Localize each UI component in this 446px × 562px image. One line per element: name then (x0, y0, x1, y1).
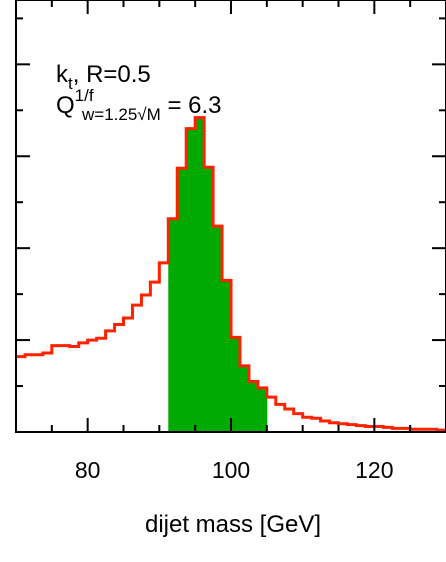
highlight-bar (239, 365, 250, 432)
highlight-bar (231, 337, 241, 432)
x-axis-label: dijet mass [GeV] (145, 511, 321, 538)
annotation-value: = 6.3 (161, 92, 222, 119)
annotation-q: Q (56, 92, 75, 119)
highlight-bar (204, 167, 214, 433)
axis-ticks (16, 0, 446, 432)
highlight-bar (195, 117, 205, 432)
highlight-bar (186, 128, 196, 432)
annotation-q-sup: 1/f (75, 86, 94, 105)
x-tick-label: 80 (75, 457, 101, 483)
highlight-bar (168, 218, 178, 432)
plot-area (16, 116, 446, 433)
highlight-region (168, 117, 268, 433)
x-tick-labels: 80 100 120 (75, 457, 394, 483)
series-step-line (16, 116, 446, 432)
highlight-bar (213, 226, 223, 432)
x-tick-label: 100 (212, 457, 250, 483)
highlight-bar (222, 280, 232, 432)
highlight-bar (177, 168, 187, 432)
x-tick-label: 120 (355, 457, 393, 483)
svg-text:kt, R=0.5: kt, R=0.5 (56, 61, 151, 93)
annotation-k-sub: t (68, 74, 73, 93)
annotation-k: k (56, 61, 69, 88)
annotation-r: , R=0.5 (73, 61, 151, 88)
highlight-bar (257, 387, 268, 432)
annotation: kt, R=0.5 Q1/f w=1.25√M = 6.3 (56, 61, 222, 124)
svg-text:Q1/fw=1.25√M = 6.3: Q1/f w=1.25√M = 6.3 (56, 86, 222, 124)
highlight-bar (248, 381, 259, 432)
annotation-q-sub: w=1.25√M (81, 105, 161, 124)
